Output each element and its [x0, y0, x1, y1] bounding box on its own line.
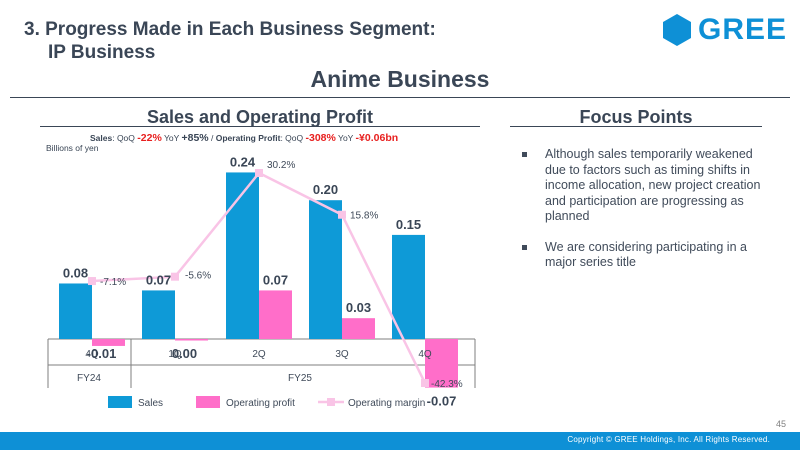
- sales-profit-chart: 4Q 1Q 2Q 3Q 4Q FY24 FY25 0.08 0.07 0.24 0.20 0.15 -0…: [47, 154, 476, 409]
- left-section-title: Sales and Operating Profit: [146, 107, 374, 127]
- operating-profit-bar: [425, 339, 458, 388]
- footer-bar: Copyright © GREE Holdings, Inc. All Righ…: [0, 432, 800, 450]
- summary-op-qoq: -308%: [305, 132, 336, 144]
- focus-point-item: Although sales temporarily weakened due …: [522, 147, 772, 225]
- operating-margin-data-label: -42.3%: [431, 379, 463, 390]
- slide-title: 3. Progress Made in Each Business Segmen…: [24, 18, 436, 64]
- left-section-underline: [40, 126, 480, 127]
- legend-swatch: [196, 396, 220, 408]
- sales-data-label: 0.15: [396, 217, 421, 232]
- unit-label: Billions of yen: [46, 143, 99, 153]
- operating-margin-point: [421, 379, 429, 387]
- summary-op-label: Operating Profit: [215, 133, 281, 143]
- operating-margin-point: [88, 277, 96, 286]
- summary-sales-label: Sales: [90, 133, 113, 143]
- operating-profit-data-label: 0.07: [263, 272, 288, 287]
- x-tick-label: 2Q: [252, 349, 266, 360]
- operating-profit-data-label: -0.01: [87, 346, 117, 361]
- operating-profit-data-label: 0.00: [172, 346, 197, 361]
- operating-margin-point: [171, 272, 179, 281]
- legend-label: Operating margin: [348, 398, 425, 409]
- summary-separator: /: [208, 133, 216, 143]
- gree-logo: GREE: [662, 14, 787, 46]
- legend-swatch-marker: [327, 398, 335, 406]
- sales-data-label: 0.07: [146, 272, 171, 287]
- summary-line: Sales: QoQ -22% YoY +85% / Operating Pro…: [90, 132, 398, 144]
- logo-text: GREE: [698, 13, 788, 46]
- operating-margin-data-label: 15.8%: [350, 211, 378, 222]
- operating-margin-point: [338, 210, 346, 219]
- operating-profit-bar: [259, 290, 292, 339]
- operating-profit-bar: [92, 339, 125, 346]
- summary-yoy-label: YoY: [161, 133, 182, 143]
- summary-yoy-label-2: YoY: [335, 133, 356, 143]
- operating-margin-data-label: 30.2%: [267, 160, 295, 171]
- operating-margin-point: [255, 169, 263, 177]
- slide-title-line2: IP Business: [48, 42, 156, 63]
- legend-swatch: [108, 396, 132, 408]
- sales-data-label: 0.08: [63, 265, 88, 280]
- summary-qoq-label-2: : QoQ: [280, 133, 306, 143]
- right-section-underline: [510, 126, 762, 127]
- operating-margin-data-label: -5.6%: [185, 271, 211, 282]
- summary-sales-yoy: +85%: [181, 132, 209, 144]
- main-title: Anime Business: [310, 66, 490, 92]
- operating-margin-data-label: -7.1%: [100, 277, 126, 288]
- legend-label: Operating profit: [226, 398, 295, 409]
- operating-profit-data-label: -0.07: [427, 394, 457, 409]
- summary-qoq-label: : QoQ: [112, 133, 138, 143]
- page-number: 45: [775, 419, 786, 429]
- sales-data-label: 0.20: [313, 182, 338, 197]
- operating-profit-bar: [175, 339, 208, 341]
- legend-label: Sales: [138, 398, 163, 409]
- focus-point-item: We are considering participating in a ma…: [522, 240, 772, 271]
- x-tick-label: 4Q: [418, 349, 432, 360]
- right-section-title: Focus Points: [579, 107, 693, 127]
- sales-bar: [59, 283, 92, 339]
- x-tick-label: 4Q: [85, 349, 99, 360]
- title-divider: [10, 97, 790, 98]
- sales-data-label: 0.24: [230, 154, 256, 169]
- hexagon-icon: [663, 14, 691, 46]
- copyright-text: Copyright © GREE Holdings, Inc. All Righ…: [567, 435, 770, 444]
- sales-bar: [309, 200, 342, 339]
- x-tick-label: 1Q: [168, 349, 182, 360]
- operating-profit-bar: [342, 318, 375, 339]
- sales-bar: [142, 290, 175, 339]
- operating-profit-data-label: 0.03: [346, 300, 371, 315]
- sales-bar: [226, 172, 259, 339]
- focus-points-list: Although sales temporarily weakened due …: [522, 147, 772, 286]
- x-tick-label: 3Q: [335, 349, 349, 360]
- fiscal-group-label: FY25: [288, 373, 312, 384]
- slide-title-line1: 3. Progress Made in Each Business Segmen…: [24, 19, 436, 40]
- fiscal-group-label: FY24: [77, 373, 101, 384]
- summary-op-yoy: -¥0.06bn: [355, 132, 399, 144]
- sales-bar: [392, 234, 425, 339]
- summary-sales-qoq: -22%: [137, 132, 162, 144]
